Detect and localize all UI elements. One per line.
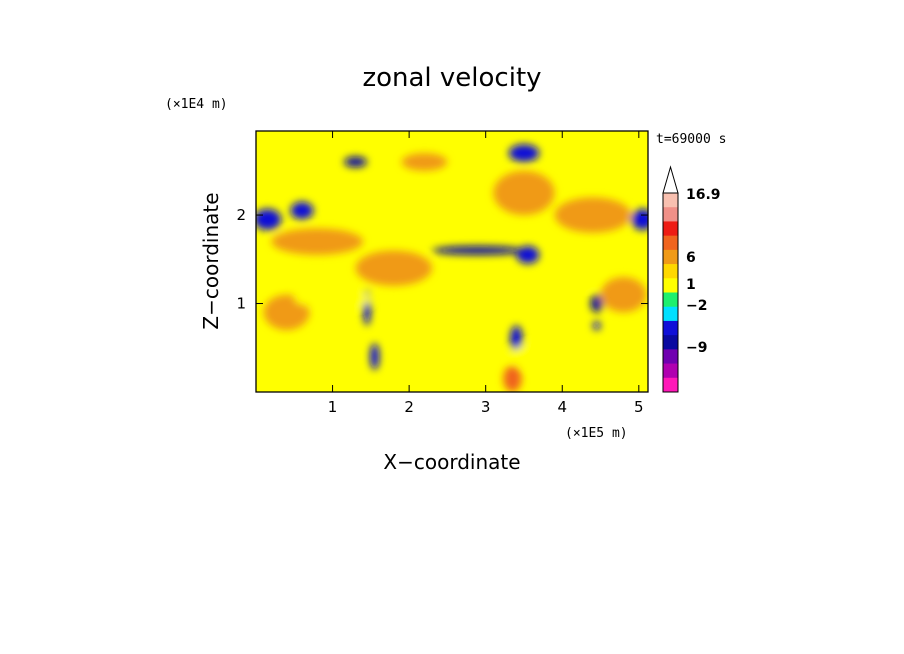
colorbar-swatch: [663, 221, 678, 237]
field-background: [256, 131, 648, 392]
field-blob: [355, 250, 433, 286]
axis-ticks: 1 2 3 4 5 1 2: [236, 131, 648, 416]
field-blob: [271, 228, 364, 255]
colorbar-swatch: [663, 292, 678, 308]
colorbar-swatch: [663, 278, 678, 293]
colorbar-extend-arrow: [662, 165, 679, 194]
colorbar-swatch: [663, 235, 678, 251]
colorbar-swatch: [663, 377, 678, 393]
x-tick-label: 5: [634, 398, 644, 416]
chart-title: zonal velocity: [362, 63, 541, 93]
x-tick-label: 1: [328, 398, 338, 416]
y-tick-label: 1: [236, 295, 246, 313]
heatmap-field: [256, 131, 648, 392]
field-blob: [600, 276, 647, 313]
field-blob: [263, 294, 310, 331]
x-tick-label: 4: [557, 398, 567, 416]
colorbar-swatch: [663, 349, 678, 365]
field-blob: [256, 208, 282, 231]
colorbar-swatch: [663, 306, 678, 322]
field-blob: [439, 175, 471, 202]
colorbar-label: −9: [686, 340, 707, 356]
x-tick-label: 3: [481, 398, 491, 416]
field-blob: [503, 365, 522, 392]
y-tick-label: 2: [236, 206, 246, 224]
colorbar-swatch: [663, 335, 678, 350]
colorbar-swatch: [663, 363, 678, 379]
field-blob: [590, 294, 603, 313]
colorbar-label: 16.9: [686, 187, 721, 203]
x-multiplier-label: (×1E5 m): [565, 426, 628, 441]
field-blob: [256, 263, 295, 282]
time-label: t=69000 s: [656, 132, 726, 147]
field-blob: [370, 343, 380, 370]
field-blob: [510, 325, 523, 353]
colorbar: 16.9 6 1 −2 −9: [662, 165, 721, 393]
field-blob: [432, 246, 524, 255]
field-blob: [592, 321, 601, 331]
x-axis-label: X−coordinate: [383, 450, 520, 474]
field-blob: [493, 170, 555, 216]
colorbar-swatch: [663, 193, 678, 208]
field-blob: [554, 197, 632, 233]
field-blob: [508, 144, 540, 162]
field-blob: [508, 343, 586, 370]
colorbar-swatch: [663, 207, 678, 222]
field-blob: [631, 208, 648, 231]
field-blob: [294, 290, 371, 308]
field-blob: [344, 156, 368, 168]
field-structures: [256, 144, 648, 392]
colorbar-label: 6: [686, 250, 696, 266]
colorbar-swatch: [663, 320, 678, 336]
x-tick-label: 2: [404, 398, 414, 416]
field-blob: [554, 266, 601, 288]
colorbar-label: −2: [686, 298, 707, 314]
colorbar-swatch: [663, 264, 678, 279]
plot-frame: [255, 130, 649, 393]
colorbar-swatch: [663, 249, 678, 265]
field-blob: [401, 153, 448, 171]
y-axis-label: Z−coordinate: [199, 192, 223, 329]
y-multiplier-label: (×1E4 m): [165, 97, 228, 112]
colorbar-label: 1: [686, 277, 696, 293]
field-blob: [290, 201, 314, 220]
